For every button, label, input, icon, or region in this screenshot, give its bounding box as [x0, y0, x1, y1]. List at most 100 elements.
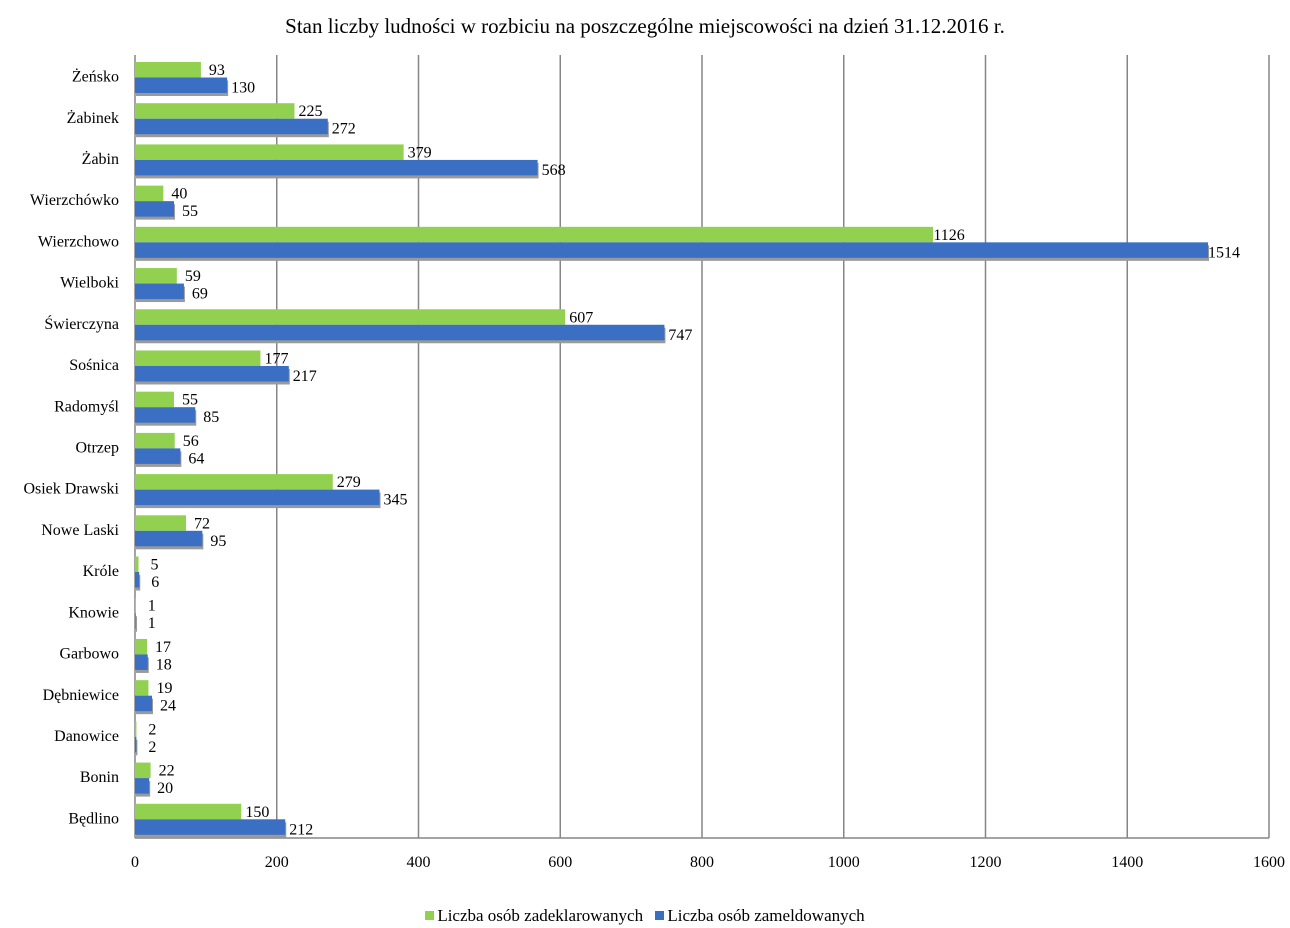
data-label-registered: 18 [156, 656, 172, 673]
category-label: Bonin [80, 769, 119, 786]
data-label-declared: 150 [245, 804, 269, 821]
x-tick-label: 800 [690, 854, 714, 871]
data-label-declared: 40 [171, 186, 187, 203]
bar-registered [135, 201, 174, 217]
bar-registered [135, 489, 380, 506]
bar-declared [135, 556, 139, 573]
data-label-declared: 72 [194, 515, 210, 532]
data-label-registered: 568 [542, 162, 566, 179]
bar-declared [135, 103, 295, 119]
chart-area: 0 200 400 600 800 1000 1200 1400 1600 Żeńsko 93 130… [23, 55, 1285, 871]
data-label-registered: 1514 [1208, 244, 1240, 261]
data-label-registered: 55 [182, 203, 198, 220]
data-label-declared: 279 [337, 474, 361, 491]
bar-registered [135, 819, 286, 835]
bar-declared [135, 432, 175, 449]
category-label: Żabin [82, 150, 119, 168]
bar-registered [135, 77, 228, 93]
bar-registered [135, 530, 203, 547]
bar-registered [135, 242, 1209, 258]
x-tick-label: 600 [548, 854, 572, 871]
bar-declared [135, 721, 137, 737]
category-label: Radomyśl [54, 398, 119, 415]
category-label: Dębniewice [43, 687, 119, 704]
data-label-registered: 345 [384, 492, 408, 509]
data-label-declared: 17 [155, 639, 171, 656]
bar-declared [135, 515, 187, 531]
bar-registered [135, 159, 538, 176]
data-label-registered: 64 [188, 450, 204, 467]
bar-shadow [136, 616, 137, 632]
data-label-registered: 24 [160, 698, 176, 715]
data-label-registered: 2 [148, 739, 156, 756]
bar-registered [135, 778, 150, 794]
bar-declared [135, 144, 404, 160]
bar-declared [135, 597, 136, 614]
category-label: Żeńsko [72, 68, 119, 86]
data-label-registered: 747 [668, 327, 692, 344]
category-label: Wierzchowo [38, 233, 119, 250]
bar-registered [135, 324, 665, 341]
data-label-declared: 19 [156, 680, 172, 697]
data-label-declared: 93 [209, 62, 225, 79]
bar-declared [135, 62, 201, 78]
data-label-registered: 217 [293, 368, 317, 385]
legend-swatch-declared [425, 911, 435, 920]
bar-registered [135, 118, 328, 135]
x-tick-label: 1600 [1253, 854, 1285, 871]
data-label-declared: 379 [408, 144, 432, 161]
category-label: Będlino [68, 810, 119, 827]
category-label: Danowice [54, 728, 119, 745]
bar-registered [135, 407, 196, 423]
bar-declared [135, 803, 242, 820]
data-label-declared: 56 [183, 433, 199, 450]
category-label: Wielboki [60, 275, 119, 292]
bar-declared [135, 350, 261, 366]
bar-registered [135, 654, 148, 670]
legend: Liczba osób zadeklarowanych Liczba osób … [0, 906, 1290, 926]
category-label: Świerczyna [44, 314, 119, 333]
bar-declared [135, 268, 177, 284]
data-label-registered: 212 [289, 821, 313, 838]
legend-item-declared: Liczba osób zadeklarowanych [425, 906, 643, 926]
bar-declared [135, 309, 566, 325]
bar-declared [135, 226, 934, 243]
legend-label-declared: Liczba osób zadeklarowanych [437, 906, 644, 925]
bar-registered [135, 283, 184, 300]
category-label: Knowie [68, 604, 119, 621]
data-label-declared: 55 [182, 392, 198, 409]
data-label-declared: 1126 [933, 227, 964, 244]
x-tick-label: 400 [407, 854, 431, 871]
bar-registered [135, 695, 153, 712]
x-tick-label: 0 [131, 854, 139, 871]
data-label-registered: 272 [332, 121, 356, 138]
category-label: Żabinek [67, 109, 119, 127]
bar-registered [135, 613, 136, 629]
bar-declared [135, 474, 333, 490]
data-label-registered: 95 [210, 533, 226, 550]
category-label: Osiek Drawski [23, 481, 119, 498]
category-label: Króle [83, 563, 119, 580]
legend-label-registered: Liczba osób zameldowanych [667, 906, 865, 925]
category-label: Garbowo [59, 646, 119, 663]
legend-swatch-registered [655, 911, 665, 920]
category-label: Wierzchówko [30, 192, 119, 209]
data-label-declared: 225 [298, 103, 322, 120]
data-label-registered: 69 [192, 286, 208, 303]
bar-registered [135, 365, 289, 382]
data-label-declared: 2 [148, 721, 156, 738]
data-label-registered: 85 [203, 409, 219, 426]
bar-registered [135, 448, 181, 464]
data-label-registered: 6 [151, 574, 159, 591]
bar-declared [135, 638, 148, 655]
category-label: Otrzep [75, 440, 119, 457]
data-label-declared: 1 [148, 598, 156, 615]
data-label-registered: 20 [157, 780, 173, 797]
bar-registered [135, 572, 140, 588]
bar-declared [135, 680, 149, 696]
x-tick-label: 1400 [1111, 854, 1143, 871]
bar-shadow [136, 739, 138, 756]
data-label-registered: 130 [231, 80, 255, 97]
x-tick-label: 1000 [828, 854, 860, 871]
bar-declared [135, 185, 164, 202]
